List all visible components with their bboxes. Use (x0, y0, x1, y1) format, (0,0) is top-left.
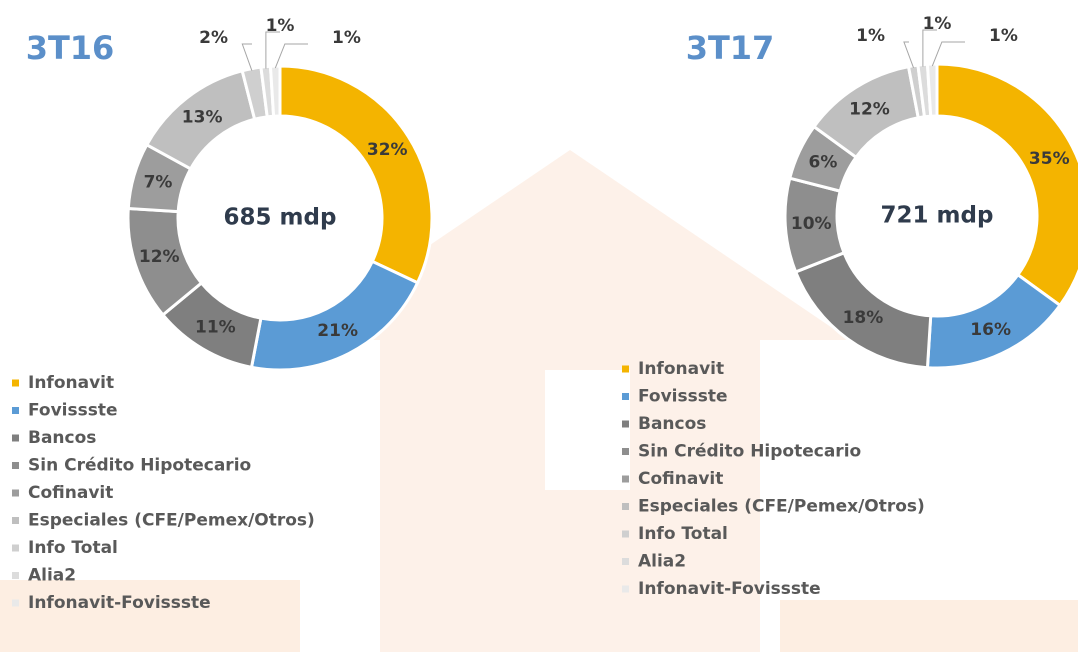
legend-label: Alia2 (28, 566, 76, 586)
legend-label: Cofinavit (28, 483, 113, 503)
pie-slice (925, 62, 939, 118)
legend-label: Bancos (28, 428, 96, 448)
legend-swatch (12, 407, 19, 414)
legend-swatch (622, 503, 629, 510)
legend-label: Especiales (CFE/Pemex/Otros) (638, 497, 925, 517)
value-label: 12% (139, 247, 180, 267)
background-house (0, 150, 1078, 652)
legend-label: Sin Crédito Hipotecario (28, 456, 251, 476)
legend-swatch (622, 530, 629, 538)
legend-label: Fovissste (638, 387, 728, 407)
legend-label: Alia2 (638, 552, 686, 572)
pie-slice (278, 64, 434, 285)
legend-swatch (12, 544, 19, 552)
legend-label: Infonavit-Fovissste (638, 579, 821, 599)
center-label: 685 mdp (224, 205, 337, 231)
legend-swatch (12, 462, 19, 469)
value-label: 11% (195, 317, 236, 337)
value-label: 2% (199, 28, 228, 48)
legend-label: Bancos (638, 414, 706, 434)
leader-line (903, 41, 915, 69)
chart-title: 3T17 (686, 29, 775, 67)
leader-line (931, 41, 965, 67)
value-label: 12% (849, 100, 890, 120)
legend-swatch (622, 475, 629, 483)
legend-label: Cofinavit (638, 469, 723, 489)
leader-line (241, 43, 253, 71)
legend-label: Infonavit (28, 373, 114, 393)
value-label: 1% (266, 16, 295, 36)
leader-line (265, 31, 280, 69)
legend-swatch (12, 379, 19, 387)
legend-swatch (622, 448, 629, 455)
value-label: 13% (182, 108, 223, 128)
legend-label: Info Total (28, 538, 118, 558)
legend-swatch (12, 572, 19, 579)
value-label: 6% (809, 152, 838, 172)
legend-swatch (12, 434, 19, 442)
value-label: 1% (332, 28, 361, 48)
legend-swatch (622, 420, 629, 428)
legend-swatch (622, 585, 629, 593)
pie-slice (268, 64, 282, 118)
value-label: 1% (923, 14, 952, 34)
legend-label: Infonavit (638, 359, 724, 379)
legend-swatch (622, 365, 629, 373)
value-label: 32% (367, 140, 408, 160)
legend-swatch (622, 393, 629, 400)
legend-label: Especiales (CFE/Pemex/Otros) (28, 511, 315, 531)
legend-swatch (12, 517, 19, 524)
value-label: 16% (970, 320, 1011, 340)
legend-label: Infonavit-Fovissste (28, 593, 211, 613)
legend-swatch (12, 599, 19, 607)
chart-title: 3T16 (26, 29, 115, 67)
value-label: 35% (1029, 149, 1070, 169)
legend-label: Fovissste (28, 401, 118, 421)
value-label: 1% (856, 26, 885, 46)
value-label: 21% (317, 321, 358, 341)
value-label: 18% (843, 308, 884, 328)
value-label: 1% (989, 26, 1018, 46)
legend-swatch (622, 558, 629, 565)
leader-line (922, 29, 937, 67)
value-label: 10% (791, 214, 832, 234)
leader-line (274, 43, 308, 69)
legend-swatch (12, 489, 19, 497)
center-label: 721 mdp (881, 203, 994, 229)
legend-label: Info Total (638, 524, 728, 544)
legend-label: Sin Crédito Hipotecario (638, 442, 861, 462)
value-label: 7% (144, 173, 173, 193)
pie-slice (935, 62, 1078, 308)
